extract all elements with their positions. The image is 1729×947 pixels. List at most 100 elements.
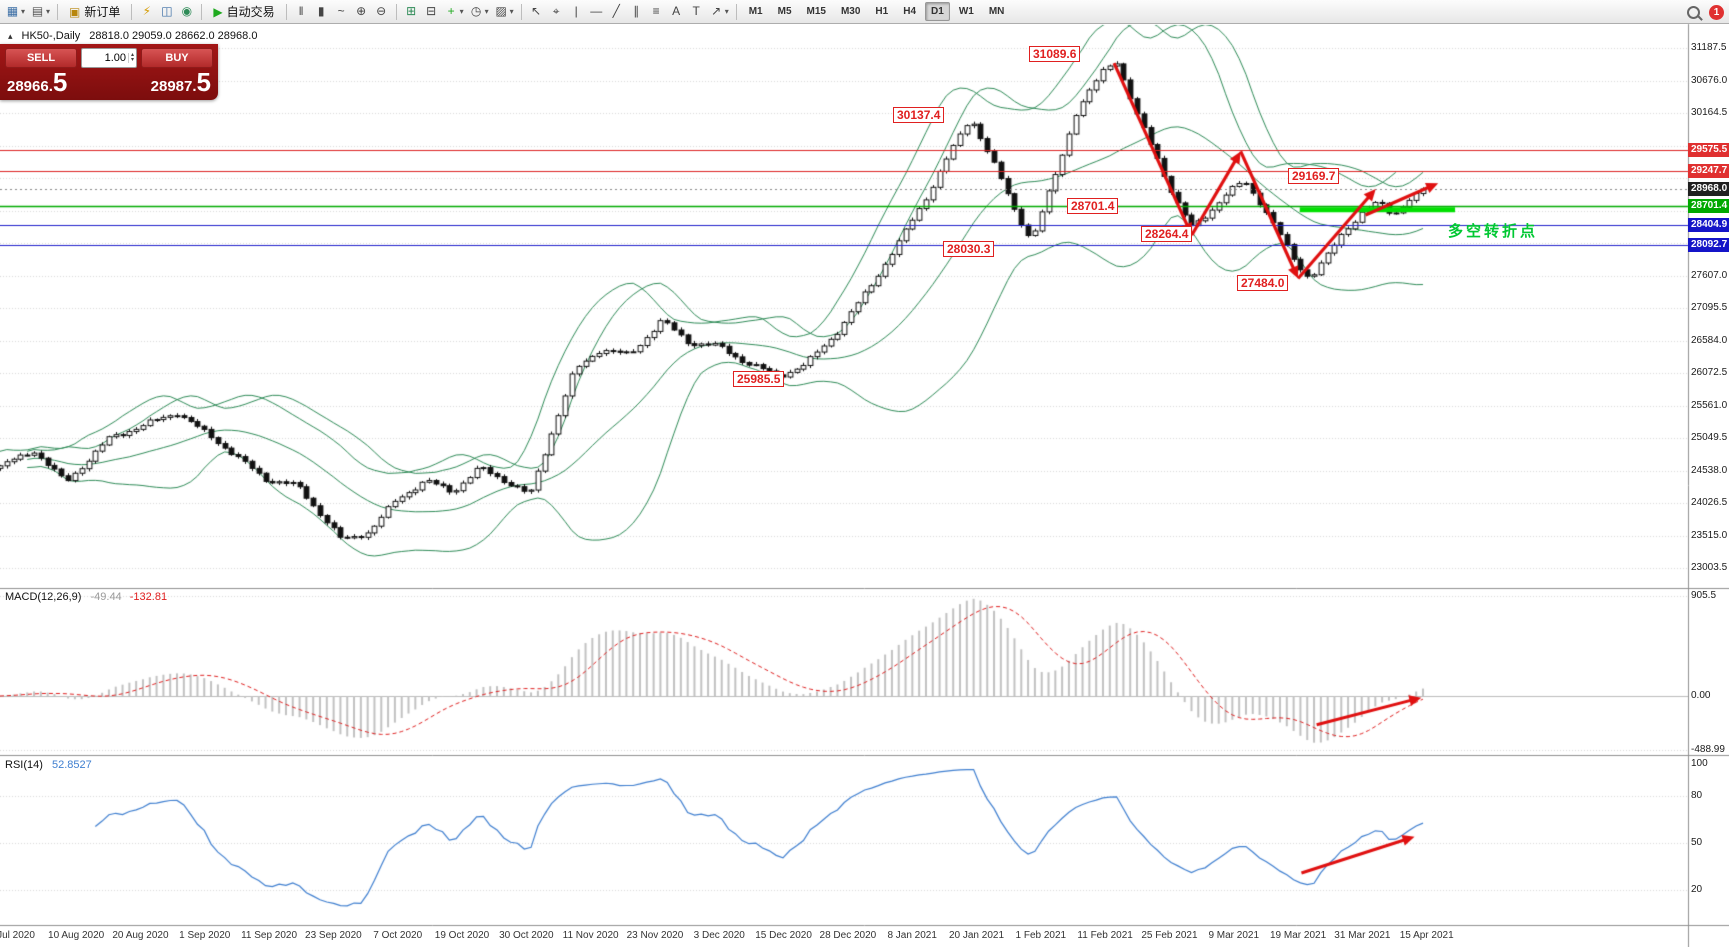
- timeframe-m1[interactable]: M1: [748, 6, 763, 17]
- zoom-in-icon[interactable]: ⊕: [356, 4, 367, 18]
- dropdown-caret-icon[interactable]: ▾: [509, 7, 514, 16]
- line-chart-icon[interactable]: ~: [337, 4, 345, 18]
- timeframe-h1[interactable]: H1: [875, 6, 889, 17]
- profiles-icon[interactable]: ▤: [31, 4, 44, 18]
- price-tick-label: 31187.5: [1691, 42, 1727, 53]
- price-annotation[interactable]: 29169.7: [1288, 168, 1340, 185]
- trade-panel-controls: SELL ▴ ▾ BUY: [5, 48, 214, 68]
- volume-input[interactable]: [82, 52, 128, 64]
- date-axis-label: 9 Mar 2021: [1208, 930, 1260, 941]
- horizontal-line-icon[interactable]: —: [590, 4, 603, 18]
- timeframe-d1[interactable]: D1: [925, 2, 950, 21]
- candlestick-chart-icon[interactable]: ▮: [317, 4, 325, 18]
- toolbar-separator: [57, 3, 59, 20]
- sell-button[interactable]: SELL: [5, 48, 77, 68]
- date-axis-label: 23 Sep 2020: [305, 930, 362, 941]
- price-line-badge: 28092.7: [1688, 237, 1729, 252]
- trade-panel-prices: 28966. 5 28987. 5: [5, 69, 213, 95]
- bar-chart-icon[interactable]: ‖: [298, 4, 304, 18]
- volume-spin-buttons: ▴ ▾: [128, 52, 136, 63]
- crosshair-icon[interactable]: ⌖: [552, 4, 560, 18]
- dropdown-caret-icon[interactable]: ▾: [459, 7, 464, 16]
- timeframe-mn[interactable]: MN: [988, 6, 1005, 17]
- market-watch-icon[interactable]: ⚡: [142, 4, 152, 18]
- date-axis-label: 19 Mar 2021: [1269, 930, 1327, 941]
- data-window-icon[interactable]: ◫: [161, 4, 173, 18]
- channel-icon[interactable]: ∥: [633, 4, 640, 18]
- price-annotation[interactable]: 28030.3: [943, 240, 995, 257]
- date-axis-label: 10 Aug 2020: [48, 930, 105, 941]
- text-icon[interactable]: A: [672, 4, 681, 18]
- dropdown-caret-icon[interactable]: ▾: [724, 7, 729, 16]
- macd-tick-label: -488.99: [1691, 744, 1725, 755]
- trendline-icon[interactable]: ╱: [612, 4, 620, 18]
- symbol-title: HK50-,Daily: [21, 30, 81, 42]
- price-annotation[interactable]: 28701.4: [1067, 197, 1119, 214]
- timeframe-m30[interactable]: M30: [840, 6, 861, 17]
- sell-price[interactable]: 28966. 5: [7, 69, 67, 95]
- price-annotation[interactable]: 30137.4: [893, 106, 945, 123]
- date-axis-label: 8 Jan 2021: [887, 930, 937, 941]
- new-chart-icon[interactable]: ▦: [6, 4, 19, 18]
- price-annotation[interactable]: 28264.4: [1141, 225, 1193, 242]
- label-icon[interactable]: T: [692, 4, 700, 18]
- timeframe-m15[interactable]: M15: [806, 6, 826, 17]
- notification-badge[interactable]: 1: [1709, 4, 1724, 20]
- date-axis-label: 1 Sep 2020: [179, 930, 231, 941]
- price-tick-label: 26072.5: [1691, 367, 1728, 378]
- date-axis-label: 7 Oct 2020: [373, 930, 423, 941]
- shapes-icon[interactable]: ↗: [711, 4, 722, 18]
- dropdown-caret-icon[interactable]: ▾: [21, 7, 26, 16]
- autotrade-button[interactable]: ▶ 自动交易: [207, 2, 280, 22]
- date-axis-label: 28 Dec 2020: [819, 930, 877, 941]
- date-axis-label: 23 Nov 2020: [626, 930, 684, 941]
- price-annotation[interactable]: 25985.5: [733, 370, 785, 387]
- chinese-annotation[interactable]: 多空转折点: [1448, 223, 1539, 240]
- buy-price[interactable]: 28987. 5: [151, 69, 211, 95]
- volume-stepper[interactable]: ▴ ▾: [81, 48, 138, 68]
- collapse-icon[interactable]: ▴: [8, 30, 13, 41]
- toolbar-right: 1: [1687, 0, 1724, 24]
- volume-down-icon[interactable]: ▾: [131, 57, 135, 63]
- buy-button[interactable]: BUY: [141, 48, 214, 68]
- toolbar-separator: [520, 3, 522, 20]
- indicators-icon[interactable]: +: [447, 4, 455, 18]
- price-tick-label: 30676.0: [1691, 74, 1728, 86]
- date-axis-label: 30 Oct 2020: [499, 930, 554, 941]
- dropdown-caret-icon[interactable]: ▾: [46, 7, 51, 16]
- volume-up-icon[interactable]: ▴: [131, 52, 135, 58]
- templates-icon[interactable]: ▨: [495, 4, 507, 18]
- navigator-icon[interactable]: ◉: [181, 4, 193, 18]
- rsi-tick-label: 80: [1691, 789, 1703, 801]
- fibonacci-icon[interactable]: ≡: [652, 4, 660, 18]
- price-tick-label: 25561.0: [1691, 399, 1728, 411]
- zoom-out-icon[interactable]: ⊖: [376, 4, 387, 18]
- periods-icon[interactable]: ◷: [470, 4, 482, 18]
- new-order-button[interactable]: ▣ 新订单: [63, 2, 126, 22]
- price-tick-label: 24538.0: [1691, 464, 1728, 476]
- date-axis-label: 15 Dec 2020: [755, 930, 812, 941]
- price-annotation[interactable]: 27484.0: [1237, 275, 1289, 292]
- rsi-indicator-label: RSI(14) 52.8527: [5, 759, 92, 771]
- search-icon[interactable]: [1687, 5, 1700, 19]
- macd-value: -49.44: [90, 591, 122, 603]
- cascade-windows-icon[interactable]: ⊟: [426, 4, 437, 18]
- dropdown-caret-icon[interactable]: ▾: [484, 7, 489, 16]
- date-axis-label: 20 Jan 2021: [948, 930, 1005, 941]
- cursor-icon[interactable]: ↖: [531, 4, 542, 18]
- toolbar-separator: [285, 3, 287, 20]
- macd-indicator-label: MACD(12,26,9) -49.44 -132.81: [5, 591, 167, 603]
- date-axis-label: 19 Oct 2020: [434, 930, 490, 941]
- timeframe-m5[interactable]: M5: [777, 6, 792, 17]
- timeframe-h4[interactable]: H4: [903, 6, 917, 17]
- toolbar-separator: [735, 3, 737, 20]
- rsi-tick-label: 20: [1691, 884, 1703, 896]
- tile-windows-icon[interactable]: ⊞: [406, 4, 417, 18]
- timeframe-w1[interactable]: W1: [958, 6, 974, 17]
- rsi-value: 52.8527: [51, 759, 92, 771]
- date-axis-label: 20 Aug 2020: [112, 930, 169, 941]
- vertical-line-icon[interactable]: |: [574, 4, 578, 18]
- price-annotation[interactable]: 31089.6: [1029, 46, 1081, 63]
